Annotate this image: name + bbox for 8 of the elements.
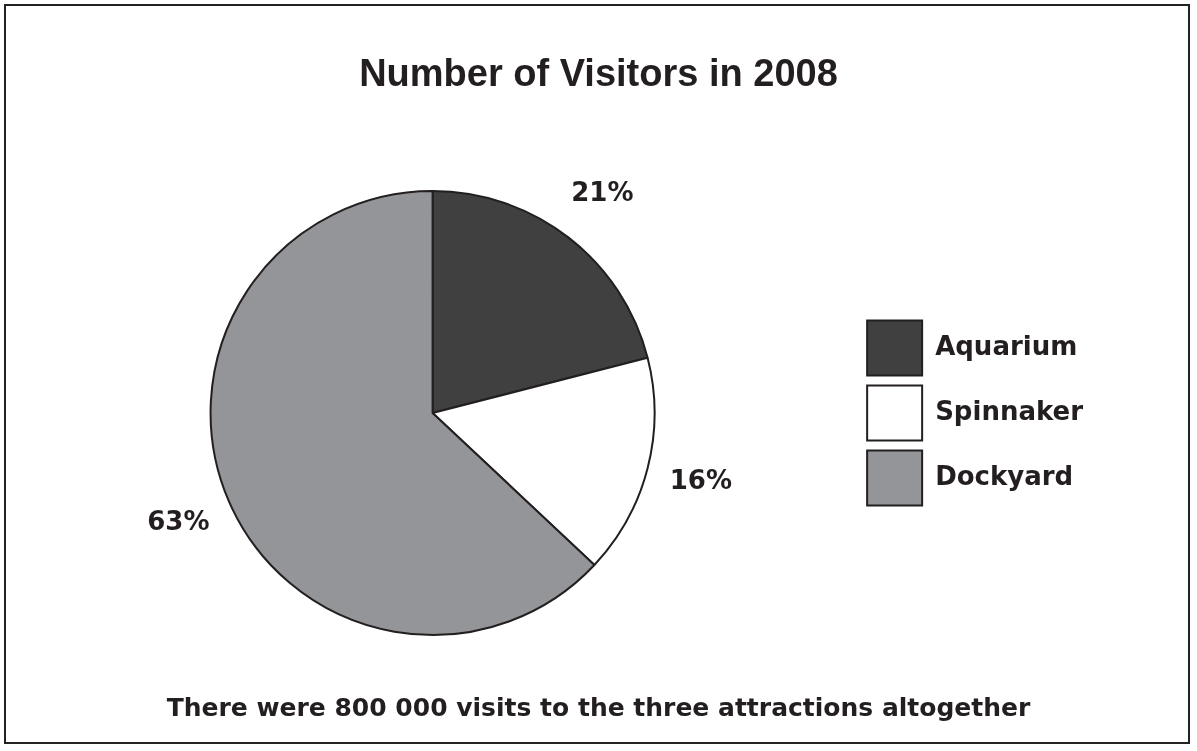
chart-title: Number of Visitors in 2008 (358, 52, 839, 95)
text: There were 800 000 visits to the three attractions altogether (165, 693, 1032, 722)
data-label: 21% (571, 176, 634, 207)
legend-label: Aquarium (935, 330, 1078, 361)
legend-label: Spinnaker (935, 395, 1084, 426)
legend-label: Dockyard (935, 460, 1074, 491)
data-label: 16% (669, 464, 732, 495)
data-label: 63% (147, 505, 210, 536)
